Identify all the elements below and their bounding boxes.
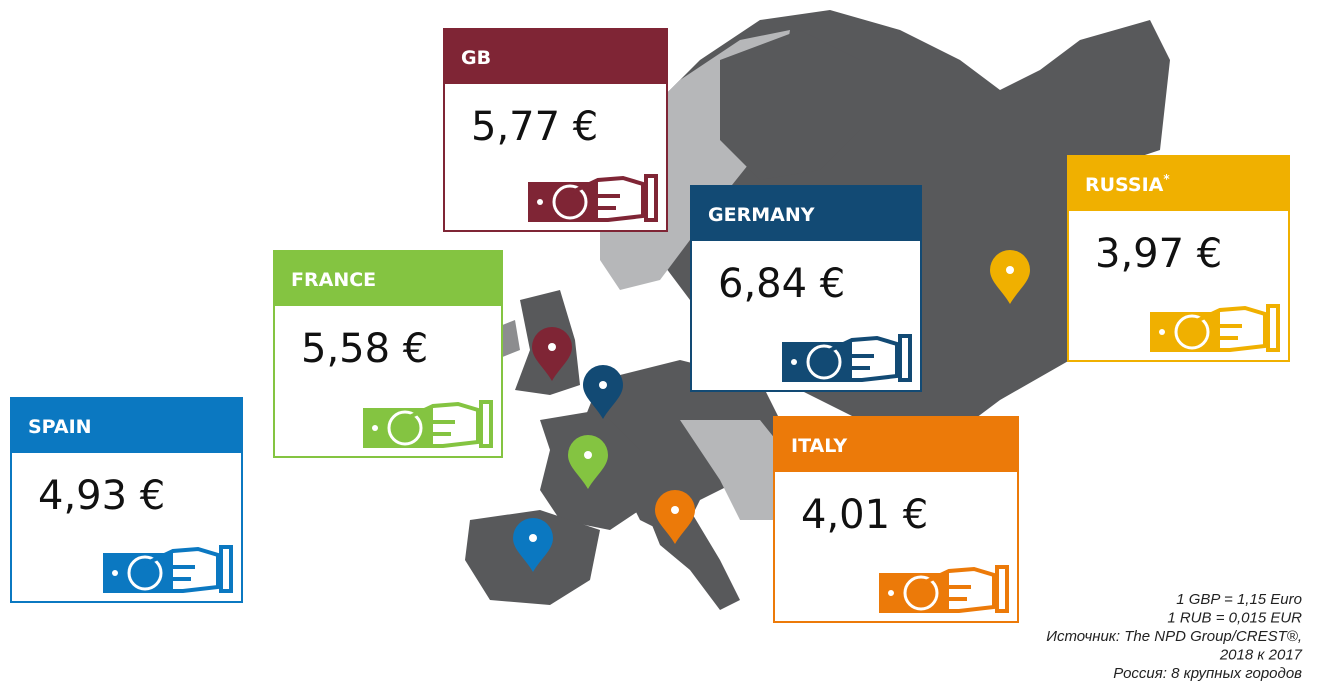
money-icon [1150,304,1280,352]
bill-dot [372,425,378,431]
country-label: GB [461,47,491,69]
note: Россия: 8 крупных городов [1113,665,1302,682]
pin-dot [1006,266,1014,274]
pin-dot [548,343,556,351]
pin [583,365,623,419]
cuff [479,400,493,448]
card-header [273,250,503,306]
price-card: ITALY 4,01 € [773,416,1019,623]
note: 2018 к 2017 [1219,647,1303,664]
country-name: FRANCE [291,269,376,291]
hand [918,566,996,613]
price-card: FRANCE 5,58 € [273,250,503,458]
bill-dot [537,199,543,205]
money-icon [528,174,658,222]
pin-dot [584,451,592,459]
cuff [1266,304,1280,352]
coin [127,555,163,591]
price: 5,77 € [471,104,598,150]
cuff [219,545,233,593]
bill-dot [791,359,797,365]
pin [568,435,608,489]
country-name: GB [461,47,491,69]
note: Источник: The NPD Group/CREST®, [1046,628,1302,645]
country-label: FRANCE [291,269,376,291]
pin-dot [671,506,679,514]
footnote-mark: * [1163,172,1170,186]
pin [990,250,1030,304]
price: 6,84 € [718,261,845,307]
price-card: GB 5,77 € [443,28,668,232]
pin-dot [599,381,607,389]
hand [1189,305,1267,352]
cuff [995,565,1009,613]
price: 4,93 € [38,473,165,519]
cuff [898,334,912,382]
hand [402,401,480,448]
price-card: SPAIN 4,93 € [10,397,243,603]
hand [567,175,645,222]
map-pins [513,250,1030,572]
cuff [644,174,658,222]
pin [513,518,553,572]
money-icon [782,334,912,382]
bill-dot [1159,329,1165,335]
coin [552,184,588,220]
bill-dot [112,570,118,576]
note: 1 GBP = 1,15 Euro [1176,591,1302,608]
country-name: SPAIN [28,416,92,438]
coin [903,575,939,611]
card-header [1067,155,1290,211]
card-header [10,397,243,453]
pin [655,490,695,544]
price: 5,58 € [301,326,428,372]
hand [821,335,899,382]
coin [1174,314,1210,350]
country-label: RUSSIA [1085,174,1164,196]
pin-dot [529,534,537,542]
hand [142,546,220,593]
coin [387,410,423,446]
price-card: RUSSIA* 3,97 € [1067,155,1290,362]
country-label: GERMANY [708,204,815,226]
price-card: GERMANY 6,84 € [690,185,922,392]
note: 1 RUB = 0,015 EUR [1167,610,1302,627]
card-header [773,416,1019,472]
country-name: ITALY [791,435,847,457]
money-icon [103,545,233,593]
card-header [443,28,668,84]
country-label: SPAIN [28,416,92,438]
card-header [690,185,922,241]
price: 3,97 € [1095,231,1222,277]
bill-dot [888,590,894,596]
money-icon [879,565,1009,613]
coin [806,344,842,380]
country-name: RUSSIA* [1085,172,1170,196]
money-icon [363,400,493,448]
country-label: ITALY [791,435,847,457]
country-name: GERMANY [708,204,815,226]
pin [532,327,572,381]
price: 4,01 € [801,492,928,538]
